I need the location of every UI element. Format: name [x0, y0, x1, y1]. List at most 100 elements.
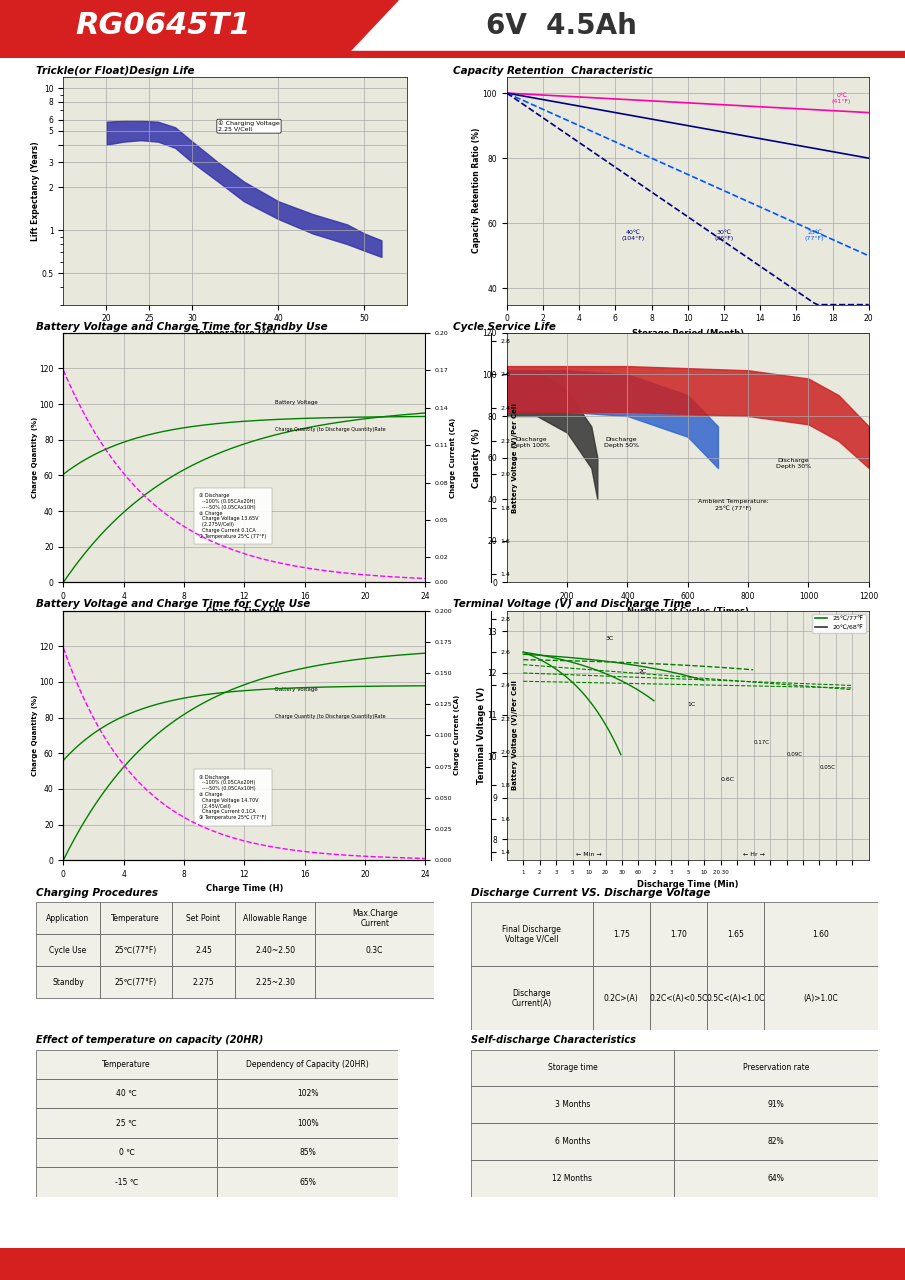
- Text: 0.05C: 0.05C: [819, 764, 835, 769]
- Text: 40℃
(104°F): 40℃ (104°F): [622, 229, 645, 241]
- Text: 64%: 64%: [767, 1174, 785, 1183]
- Text: 82%: 82%: [767, 1137, 785, 1146]
- Text: 0.3C: 0.3C: [366, 946, 384, 955]
- Text: Terminal Voltage (V) and Discharge Time: Terminal Voltage (V) and Discharge Time: [452, 599, 691, 609]
- Bar: [471, 1124, 674, 1160]
- X-axis label: Charge Time (H): Charge Time (H): [205, 884, 283, 893]
- Bar: [36, 1167, 217, 1197]
- Text: 1C: 1C: [688, 703, 696, 708]
- Bar: [217, 1138, 398, 1167]
- Text: 2.25~2.30: 2.25~2.30: [255, 978, 295, 987]
- Y-axis label: Charge Current (CA): Charge Current (CA): [450, 417, 456, 498]
- Text: Cycle Use: Cycle Use: [50, 946, 87, 955]
- Polygon shape: [0, 0, 398, 58]
- Text: 102%: 102%: [297, 1089, 319, 1098]
- Text: 12 Months: 12 Months: [552, 1174, 593, 1183]
- X-axis label: Discharge Time (Min): Discharge Time (Min): [637, 881, 738, 890]
- Text: Allowable Range: Allowable Range: [243, 914, 307, 923]
- Bar: [36, 934, 100, 966]
- Text: 2.40~2.50: 2.40~2.50: [255, 946, 295, 955]
- Bar: [471, 1087, 674, 1124]
- Text: Discharge Current VS. Discharge Voltage: Discharge Current VS. Discharge Voltage: [471, 888, 710, 899]
- Bar: [172, 966, 235, 998]
- Text: Ambient Temperature:
25℃ (77°F): Ambient Temperature: 25℃ (77°F): [698, 499, 768, 511]
- X-axis label: Number of Cycles (Times): Number of Cycles (Times): [627, 607, 748, 616]
- Y-axis label: Battery Voltage (V)/Per Cell: Battery Voltage (V)/Per Cell: [511, 681, 518, 790]
- Bar: [217, 1108, 398, 1138]
- Text: 25℃(77°F): 25℃(77°F): [115, 946, 157, 955]
- Text: 0.17C: 0.17C: [754, 740, 769, 745]
- Text: 25℃(77°F): 25℃(77°F): [115, 978, 157, 987]
- Bar: [36, 902, 100, 934]
- Text: 6V  4.5Ah: 6V 4.5Ah: [486, 12, 636, 40]
- Text: 40 ℃: 40 ℃: [117, 1089, 137, 1098]
- Text: Temperature: Temperature: [111, 914, 160, 923]
- Bar: [36, 1108, 217, 1138]
- Bar: [172, 902, 235, 934]
- Bar: [471, 1160, 674, 1197]
- Text: 1.65: 1.65: [727, 929, 744, 940]
- Text: Final Discharge
Voltage V/Cell: Final Discharge Voltage V/Cell: [502, 924, 561, 945]
- Text: Charge Quantity (to Discharge Quantity)Rate: Charge Quantity (to Discharge Quantity)R…: [274, 426, 386, 431]
- Text: Capacity Retention  Characteristic: Capacity Retention Characteristic: [452, 67, 653, 77]
- Text: Storage time: Storage time: [548, 1064, 597, 1073]
- Text: Application: Application: [46, 914, 90, 923]
- Bar: [471, 902, 593, 966]
- Text: 0.6C: 0.6C: [720, 777, 735, 782]
- Bar: [100, 966, 172, 998]
- Text: 6 Months: 6 Months: [555, 1137, 590, 1146]
- Bar: [217, 1167, 398, 1197]
- Legend: 25℃/77℉, 20℃/68℉: 25℃/77℉, 20℃/68℉: [812, 613, 866, 632]
- Text: 0℃
(41°F): 0℃ (41°F): [832, 93, 852, 104]
- Text: Discharge
Depth 100%: Discharge Depth 100%: [511, 438, 550, 448]
- Bar: [674, 1160, 878, 1197]
- Text: 0.5C<(A)<1.0C: 0.5C<(A)<1.0C: [706, 993, 765, 1004]
- Y-axis label: Charge Quantity (%): Charge Quantity (%): [32, 695, 38, 776]
- Text: Discharge
Current(A): Discharge Current(A): [511, 988, 552, 1009]
- Text: 2C: 2C: [638, 669, 647, 675]
- Text: Charge Quantity (to Discharge Quantity)Rate: Charge Quantity (to Discharge Quantity)R…: [274, 713, 386, 718]
- Bar: [100, 934, 172, 966]
- Bar: [593, 902, 650, 966]
- Text: ① Discharge
  --100% (0.05CAx20H)
  ----50% (0.05CAx10H)
② Charge
  Charge Volta: ① Discharge --100% (0.05CAx20H) ----50% …: [199, 493, 266, 539]
- Text: Discharge
Depth 50%: Discharge Depth 50%: [604, 438, 639, 448]
- Text: 2.45: 2.45: [195, 946, 212, 955]
- Text: 25℃
(77°F): 25℃ (77°F): [805, 229, 824, 241]
- Bar: [100, 902, 172, 934]
- Polygon shape: [0, 51, 905, 58]
- Bar: [36, 1138, 217, 1167]
- Text: Trickle(or Float)Design Life: Trickle(or Float)Design Life: [36, 67, 195, 77]
- Text: 1.75: 1.75: [613, 929, 630, 940]
- Bar: [471, 966, 593, 1030]
- X-axis label: Storage Period (Month): Storage Period (Month): [632, 329, 744, 338]
- Text: 25 ℃: 25 ℃: [117, 1119, 137, 1128]
- Text: -15 ℃: -15 ℃: [115, 1178, 138, 1187]
- Text: ← Min →: ← Min →: [576, 852, 602, 858]
- Bar: [471, 1050, 674, 1087]
- Bar: [235, 902, 315, 934]
- Text: 0.2C>(A): 0.2C>(A): [604, 993, 639, 1004]
- Text: 3C: 3C: [605, 636, 614, 641]
- X-axis label: Temperature (℃): Temperature (℃): [195, 329, 276, 338]
- Bar: [674, 1050, 878, 1087]
- Text: ← Hr →: ← Hr →: [743, 852, 765, 858]
- Bar: [674, 1124, 878, 1160]
- Text: 2.275: 2.275: [193, 978, 214, 987]
- Text: ① Discharge
  --100% (0.05CAx20H)
  ----50% (0.05CAx10H)
② Charge
  Charge Volta: ① Discharge --100% (0.05CAx20H) ----50% …: [199, 774, 266, 820]
- Bar: [36, 1079, 217, 1108]
- Text: Standby: Standby: [52, 978, 84, 987]
- Bar: [707, 966, 764, 1030]
- Text: 91%: 91%: [767, 1101, 785, 1110]
- Y-axis label: Terminal Voltage (V): Terminal Voltage (V): [477, 687, 486, 783]
- Text: RG0645T1: RG0645T1: [75, 12, 251, 41]
- Text: Max.Charge
Current: Max.Charge Current: [352, 909, 397, 928]
- Bar: [36, 966, 100, 998]
- Text: 1.70: 1.70: [670, 929, 687, 940]
- Text: Dependency of Capacity (20HR): Dependency of Capacity (20HR): [246, 1060, 369, 1069]
- Text: 65%: 65%: [300, 1178, 316, 1187]
- Y-axis label: Charge Current (CA): Charge Current (CA): [454, 695, 460, 776]
- Text: Battery Voltage: Battery Voltage: [274, 687, 318, 691]
- Bar: [315, 934, 434, 966]
- Bar: [593, 966, 650, 1030]
- Text: 0.09C: 0.09C: [786, 753, 803, 758]
